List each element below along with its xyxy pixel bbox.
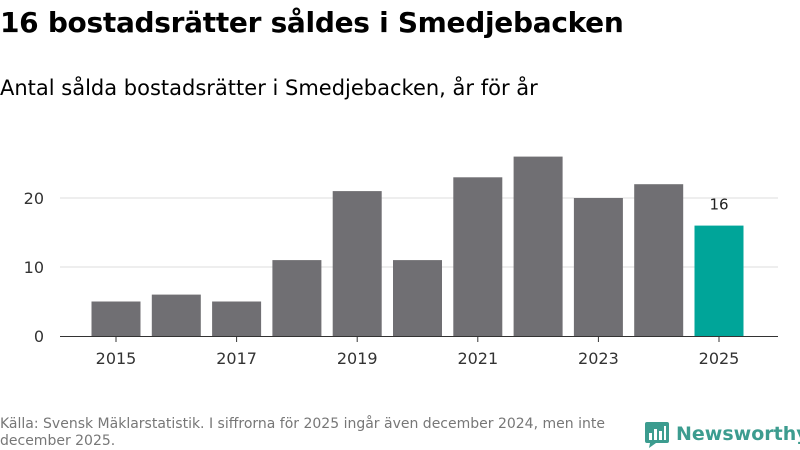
newsworthy-logo[interactable]: Newsworthy <box>644 420 800 448</box>
newsworthy-logo-icon <box>645 422 669 448</box>
chart-subtitle: Antal sålda bostadsrätter i Smedjebacken… <box>0 76 538 100</box>
bar-2019 <box>332 191 382 336</box>
y-tick-label: 0 <box>34 327 44 346</box>
bar-2025 <box>694 225 744 336</box>
bar-2016 <box>151 294 201 336</box>
x-tick-label: 2019 <box>337 349 378 368</box>
y-tick-label: 10 <box>24 258 44 277</box>
bar-2023 <box>573 198 623 336</box>
x-tick-label: 2021 <box>457 349 498 368</box>
bar-2024 <box>634 184 684 336</box>
bar-2017 <box>212 301 262 336</box>
y-tick-label: 20 <box>24 189 44 208</box>
bar-chart: 0 10 20 2015 2017 2019 2021 2023 2025 16 <box>24 156 778 368</box>
source-note: Källa: Svensk Mäklarstatistik. I siffror… <box>0 416 605 449</box>
bar-2018 <box>272 260 322 336</box>
x-tick-label: 2023 <box>578 349 619 368</box>
bar-2022 <box>513 156 563 336</box>
data-label: 16 <box>709 196 728 214</box>
x-tick-label: 2015 <box>96 349 137 368</box>
bar-2021 <box>453 177 503 336</box>
chart-title: 16 bostadsrätter såldes i Smedjebacken <box>0 6 624 39</box>
x-tick-label: 2025 <box>699 349 740 368</box>
bar-2015 <box>91 301 141 336</box>
x-tick-label: 2017 <box>216 349 257 368</box>
logo-text: Newsworthy <box>676 423 800 445</box>
bar-2020 <box>393 260 442 336</box>
